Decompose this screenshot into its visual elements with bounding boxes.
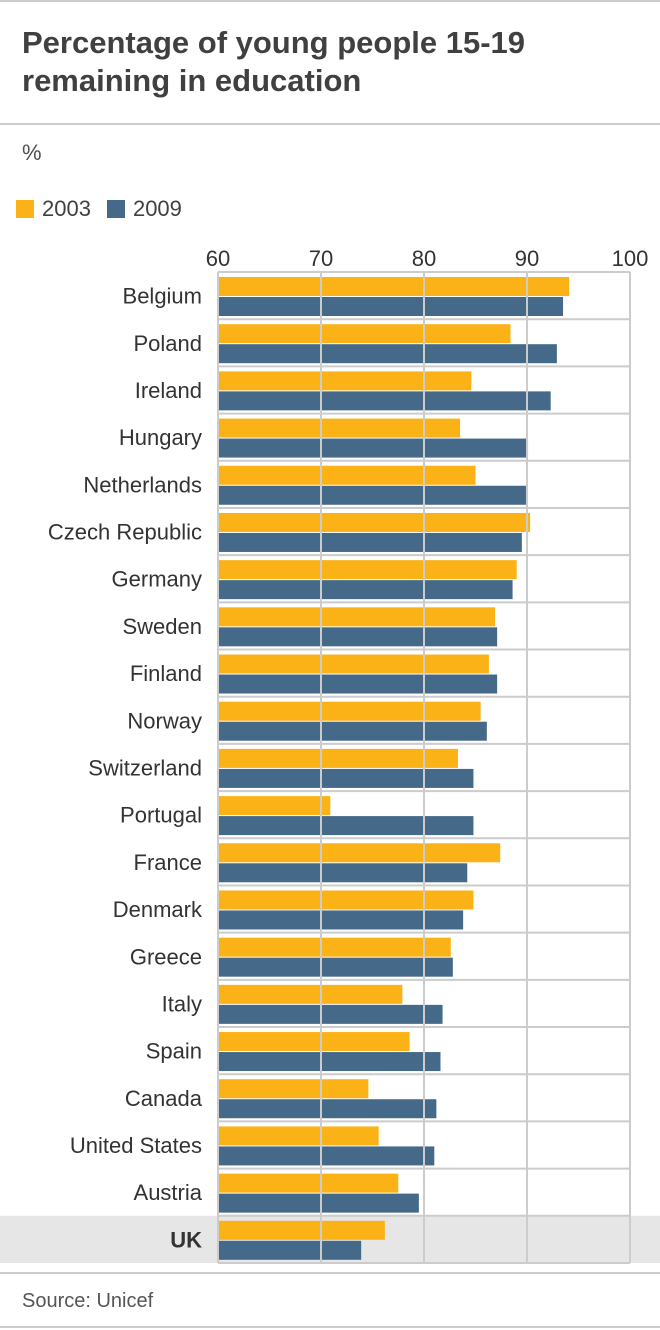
chart-title: Percentage of young people 15-19 remaini… — [22, 25, 526, 98]
bar-2009 — [218, 1099, 437, 1119]
category-label: Italy — [162, 991, 202, 1016]
bar-2009 — [218, 674, 498, 694]
category-label: Hungary — [119, 425, 202, 450]
x-tick-label: 80 — [412, 246, 436, 271]
bar-2003 — [218, 1032, 410, 1052]
category-label: Switzerland — [88, 756, 202, 781]
bar-2009 — [218, 1193, 419, 1213]
legend-item-2009: 2009 — [106, 196, 182, 222]
bar-2009 — [218, 344, 557, 364]
legend-swatch-2003 — [16, 200, 34, 218]
bar-2003 — [218, 1079, 369, 1099]
category-label: UK — [170, 1227, 202, 1252]
bar-2009 — [218, 910, 464, 930]
category-label: Norway — [127, 708, 202, 733]
bar-2003 — [218, 512, 531, 532]
bar-2003 — [218, 748, 458, 768]
category-label: Netherlands — [83, 472, 202, 497]
category-label: Portugal — [120, 803, 202, 828]
x-tick-label: 70 — [309, 246, 333, 271]
bar-2009 — [218, 1004, 443, 1024]
bar-2003 — [218, 418, 461, 438]
category-label: Czech Republic — [48, 520, 202, 545]
bar-2003 — [218, 371, 472, 391]
category-label: Canada — [125, 1086, 203, 1111]
bar-2009 — [218, 485, 526, 505]
category-label: Greece — [130, 944, 202, 969]
bar-2009 — [218, 532, 522, 552]
bar-2003 — [218, 654, 489, 674]
bar-2009 — [218, 627, 498, 647]
bar-2003 — [218, 1126, 379, 1146]
bar-2003 — [218, 560, 517, 580]
bottom-rule — [0, 1326, 660, 1328]
bar-2009 — [218, 1146, 435, 1166]
bar-2009 — [218, 580, 513, 600]
category-label: Poland — [133, 331, 202, 356]
category-label: Spain — [146, 1039, 202, 1064]
bar-2009 — [218, 816, 474, 836]
category-label: France — [134, 850, 202, 875]
bar-2009 — [218, 1240, 362, 1260]
bar-2003 — [218, 796, 331, 816]
title-divider — [0, 123, 660, 125]
category-label: Finland — [130, 661, 202, 686]
bar-2003 — [218, 890, 474, 910]
bar-2003 — [218, 324, 511, 344]
top-rule — [0, 0, 660, 2]
bar-2003 — [218, 607, 496, 627]
legend-label-2003: 2003 — [42, 196, 91, 221]
legend-swatch-2009 — [106, 200, 125, 218]
category-label: Denmark — [113, 897, 203, 922]
bar-2003 — [218, 843, 501, 863]
category-label: United States — [70, 1133, 202, 1158]
bar-2009 — [218, 768, 474, 788]
bar-2003 — [218, 1220, 385, 1240]
bar-2003 — [218, 701, 481, 721]
x-tick-label: 60 — [206, 246, 230, 271]
bar-2009 — [218, 721, 487, 741]
bar-2009 — [218, 297, 564, 316]
category-label: Germany — [112, 567, 202, 592]
unit-label: % — [22, 140, 42, 165]
bar-2003 — [218, 277, 570, 296]
source-note: Source: Unicef — [22, 1290, 154, 1312]
category-label: Ireland — [135, 378, 202, 403]
category-label: Sweden — [122, 614, 202, 639]
x-tick-label: 90 — [515, 246, 539, 271]
category-label: Austria — [134, 1180, 203, 1205]
bar-2003 — [218, 984, 403, 1004]
legend-label-2009: 2009 — [132, 196, 182, 221]
legend-item-2003: 2003 — [16, 196, 91, 222]
bar-2003 — [218, 465, 476, 485]
x-tick-label: 100 — [612, 246, 649, 271]
legend: 2003 2009 — [16, 194, 198, 224]
bar-chart: Belgium Poland Ireland Hungary Netherlands Cz… — [0, 246, 660, 1264]
bar-2009 — [218, 863, 468, 883]
bar-2009 — [218, 1052, 441, 1072]
bar-2009 — [218, 391, 551, 411]
source-divider — [0, 1272, 660, 1274]
bar-2009 — [218, 957, 453, 977]
category-label: Belgium — [123, 284, 202, 309]
bar-2009 — [218, 438, 529, 458]
bar-2003 — [218, 1173, 399, 1193]
bar-2003 — [218, 937, 451, 957]
